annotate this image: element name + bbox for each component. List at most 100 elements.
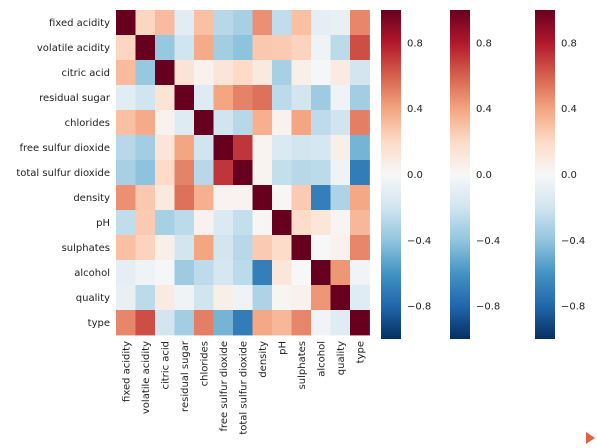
- heatmap-cells: [116, 10, 370, 336]
- row-label: chlorides: [65, 118, 110, 129]
- heatmap-cell: [330, 235, 351, 261]
- heatmap-cell: [291, 285, 312, 311]
- heatmap-cell: [213, 160, 234, 186]
- heatmap-cell: [174, 10, 195, 36]
- colorbar-tick-label: −0.4: [407, 236, 431, 247]
- colorbar-tick-label: 0.8: [476, 38, 492, 49]
- heatmap-cell: [350, 35, 370, 61]
- heatmap-cell: [350, 160, 370, 186]
- heatmap-cell: [135, 310, 156, 336]
- heatmap-cell: [135, 210, 156, 236]
- heatmap-cell: [213, 260, 234, 286]
- heatmap-cell: [135, 185, 156, 211]
- heatmap-cell: [116, 260, 136, 286]
- heatmap-cell: [291, 185, 312, 211]
- colorbar: 0.8 0.4 0.0 −0.4 −0.8: [450, 10, 500, 339]
- heatmap-cell: [350, 210, 370, 236]
- heatmap-cell: [252, 260, 273, 286]
- heatmap-cell: [233, 110, 253, 136]
- colorbar-gradient: [450, 10, 470, 339]
- row-label: density: [73, 193, 110, 204]
- heatmap-cell: [213, 210, 234, 236]
- row-label: total sulfur dioxide: [16, 168, 110, 179]
- heatmap-cell: [194, 260, 214, 286]
- colorbar-tick-label: −0.4: [561, 236, 585, 247]
- row-label: residual sugar: [39, 93, 111, 104]
- heatmap-cell: [135, 285, 156, 311]
- heatmap-cell: [116, 10, 136, 36]
- heatmap-cell: [135, 60, 156, 86]
- row-label: quality: [76, 293, 110, 304]
- heatmap-cell: [330, 185, 351, 211]
- heatmap-cell: [252, 310, 273, 336]
- heatmap-cell: [272, 10, 292, 36]
- heatmap-cell: [291, 310, 312, 336]
- heatmap-cell: [350, 135, 370, 161]
- colorbar-tick-label: −0.8: [407, 302, 431, 313]
- heatmap-cell: [233, 285, 253, 311]
- heatmap-cell: [116, 135, 136, 161]
- column-label: fixed acidity: [121, 341, 132, 402]
- row-label: alcohol: [74, 268, 110, 279]
- heatmap-cell: [135, 35, 156, 61]
- row-label: type: [88, 318, 110, 329]
- heatmap-cell: [311, 35, 331, 61]
- heatmap-cell: [174, 35, 195, 61]
- heatmap-cell: [116, 60, 136, 86]
- heatmap-cell: [272, 260, 292, 286]
- column-label: chlorides: [199, 341, 210, 386]
- heatmap-cell: [116, 210, 136, 236]
- column-label: free sulfur dioxide: [219, 341, 230, 432]
- heatmap-cell: [311, 310, 331, 336]
- colorbars: 0.8 0.4 0.0 −0.4 −0.8 0.8 0.4 0.0 −0.4 −0.8 0.8 0.4…: [381, 10, 585, 339]
- heatmap-cell: [174, 185, 195, 211]
- heatmap-cell: [272, 235, 292, 261]
- heatmap-cell: [194, 10, 214, 36]
- heatmap-cell: [233, 10, 253, 36]
- heatmap-cell: [174, 135, 195, 161]
- heatmap-cell: [350, 85, 370, 111]
- column-label: quality: [336, 341, 347, 375]
- heatmap-cell: [135, 110, 156, 136]
- heatmap-cell: [174, 285, 195, 311]
- colorbar-gradient: [381, 10, 401, 339]
- heatmap-cell: [233, 260, 253, 286]
- heatmap-cell: [155, 85, 175, 111]
- heatmap-cell: [272, 210, 292, 236]
- heatmap-cell: [272, 60, 292, 86]
- heatmap-cell: [330, 110, 351, 136]
- heatmap-cell: [174, 85, 195, 111]
- heatmap-cell: [350, 10, 370, 36]
- heatmap-cell: [213, 235, 234, 261]
- heatmap-cell: [135, 260, 156, 286]
- column-label: citric acid: [160, 341, 171, 390]
- heatmap-cell: [311, 260, 331, 286]
- heatmap-cell: [291, 210, 312, 236]
- heatmap-cell: [194, 60, 214, 86]
- heatmap-cell: [155, 10, 175, 36]
- heatmap-cell: [174, 210, 195, 236]
- colorbar-tick-label: 0.4: [476, 104, 492, 115]
- colorbar: 0.8 0.4 0.0 −0.4 −0.8: [535, 10, 585, 339]
- heatmap-cell: [233, 35, 253, 61]
- row-label: citric acid: [61, 68, 110, 79]
- colorbar-gradient: [535, 10, 555, 339]
- heatmap-cell: [155, 235, 175, 261]
- heatmap-cell: [155, 210, 175, 236]
- heatmap-cell: [155, 260, 175, 286]
- heatmap-cell: [233, 60, 253, 86]
- heatmap-cell: [291, 235, 312, 261]
- heatmap-cell: [291, 35, 312, 61]
- heatmap-cell: [174, 235, 195, 261]
- heatmap-cell: [252, 60, 273, 86]
- heatmap-cell: [194, 135, 214, 161]
- heatmap-cell: [252, 10, 273, 36]
- heatmap-cell: [233, 235, 253, 261]
- heatmap-cell: [233, 185, 253, 211]
- heatmap-cell: [194, 35, 214, 61]
- colorbar-tick-label: 0.0: [476, 170, 492, 181]
- column-label: sulphates: [297, 341, 308, 389]
- heatmap-cell: [213, 310, 234, 336]
- heatmap-cell: [291, 160, 312, 186]
